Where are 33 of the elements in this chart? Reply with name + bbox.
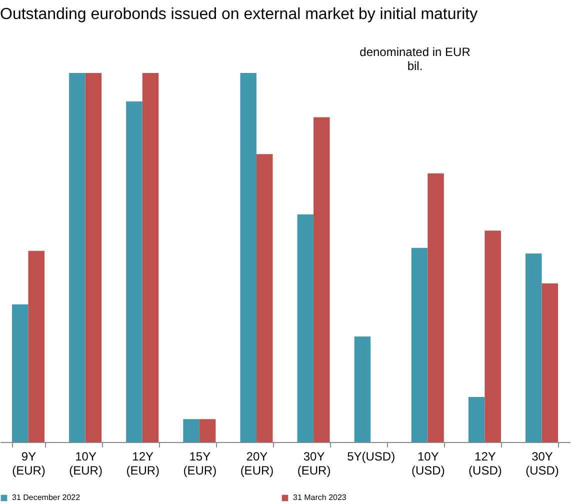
x-tick-label: 15Y (EUR) (183, 450, 217, 478)
bar (297, 214, 314, 442)
bar (126, 101, 142, 442)
text: denominated in EUR bil. (360, 45, 471, 73)
x-tick-label: 30Y (USD) (526, 450, 559, 478)
bar (85, 73, 102, 442)
bar (525, 253, 542, 442)
bar (183, 419, 200, 442)
bar (12, 304, 28, 442)
x-tick-label: 10Y (USD) (411, 450, 445, 478)
x-tick-label: 12Y (EUR) (126, 450, 160, 478)
bar (411, 248, 428, 442)
bar (428, 173, 444, 442)
chart-title: Outstanding eurobonds issued on external market by initial maturity (0, 6, 478, 23)
bar (468, 396, 485, 442)
x-tick-label: 9Y (EUR) (12, 450, 46, 478)
bar (314, 117, 330, 442)
x-tick-label: 20Y (EUR) (240, 450, 274, 478)
bar (354, 336, 371, 442)
bar (69, 73, 86, 442)
bar (256, 154, 273, 442)
x-tick-label: 5Y(USD) (347, 450, 396, 464)
bar (542, 283, 558, 442)
bar (28, 250, 45, 442)
bar (484, 230, 501, 442)
x-tick-label: 10Y (EUR) (69, 450, 102, 478)
x-tick-label: 12Y (USD) (468, 450, 502, 478)
x-tick-label: 30Y (EUR) (297, 450, 331, 478)
legend-label: 31 December 2022 (12, 493, 81, 502)
bar (142, 73, 159, 442)
legend-label: 31 March 2023 (293, 493, 347, 502)
bar (199, 419, 216, 442)
bar (240, 73, 256, 442)
